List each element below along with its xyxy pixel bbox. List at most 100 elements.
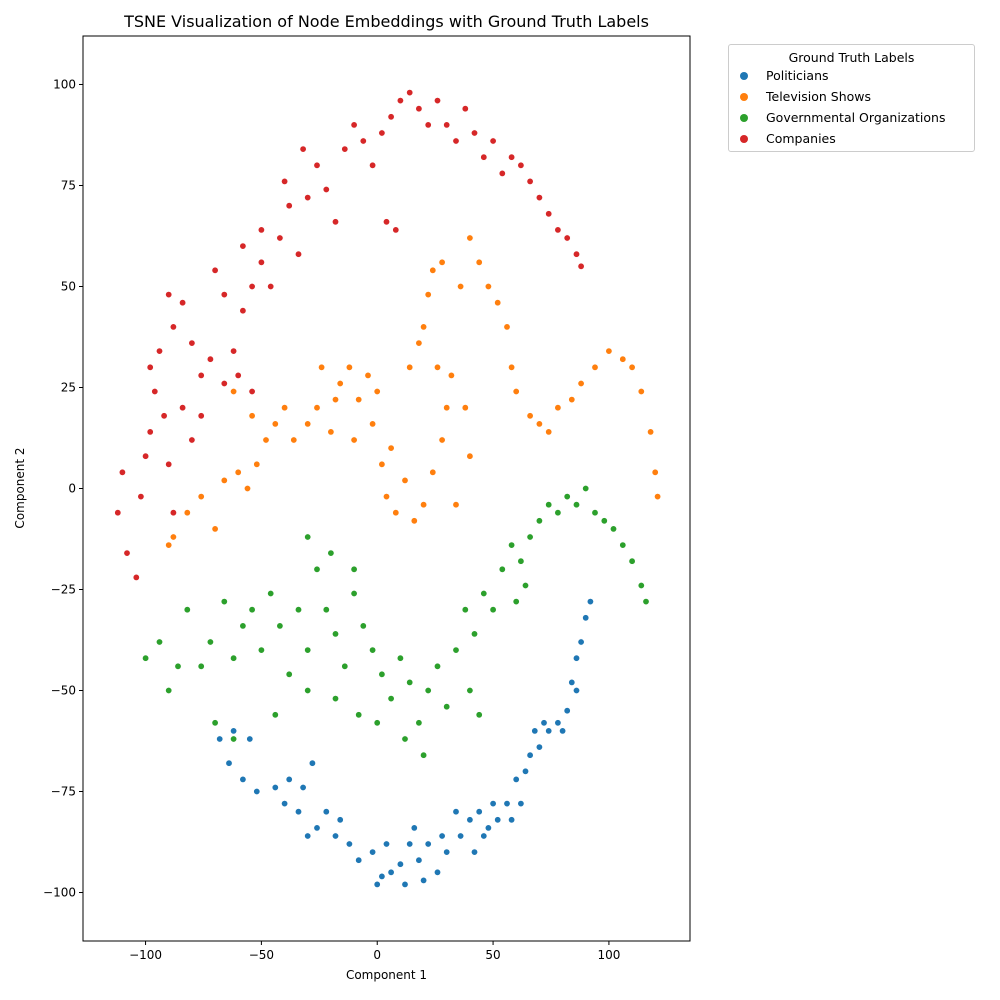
point-television-shows-54 xyxy=(647,428,655,436)
point-governmental-organizations-36 xyxy=(489,606,497,614)
point-companies-66 xyxy=(197,412,205,420)
point-companies-26 xyxy=(294,250,302,258)
point-politicians-41 xyxy=(294,808,302,816)
point-governmental-organizations-66 xyxy=(327,549,335,557)
point-governmental-organizations-48 xyxy=(600,517,608,525)
point-politicians-10 xyxy=(345,840,353,848)
point-politicians-5 xyxy=(285,775,293,783)
point-companies-71 xyxy=(392,226,400,234)
x-tick-label: −100 xyxy=(129,948,162,962)
point-governmental-organizations-38 xyxy=(508,541,516,549)
point-companies-59 xyxy=(220,291,228,299)
point-television-shows-3 xyxy=(211,525,219,533)
legend-item-politicians: Politicians xyxy=(740,65,974,86)
point-governmental-organizations-68 xyxy=(512,598,520,606)
point-politicians-44 xyxy=(373,880,381,888)
point-companies-15 xyxy=(188,339,196,347)
point-companies-0 xyxy=(114,509,122,517)
point-politicians-51 xyxy=(531,727,539,735)
point-politicians-34 xyxy=(568,678,576,686)
point-television-shows-48 xyxy=(577,379,585,387)
point-governmental-organizations-14 xyxy=(285,670,293,678)
point-politicians-8 xyxy=(322,808,330,816)
legend-label-politicians: Politicians xyxy=(766,68,829,83)
y-tick-label: 100 xyxy=(53,77,76,91)
point-companies-55 xyxy=(563,234,571,242)
point-governmental-organizations-19 xyxy=(331,630,339,638)
point-politicians-54 xyxy=(281,800,289,808)
point-governmental-organizations-46 xyxy=(582,484,590,492)
point-politicians-11 xyxy=(355,856,363,864)
point-television-shows-34 xyxy=(438,258,446,266)
point-television-shows-9 xyxy=(271,420,279,428)
point-companies-38 xyxy=(406,89,414,97)
point-politicians-47 xyxy=(452,808,460,816)
point-governmental-organizations-26 xyxy=(396,654,404,662)
point-politicians-49 xyxy=(489,800,497,808)
point-politicians-42 xyxy=(313,824,321,832)
point-politicians-53 xyxy=(572,686,580,694)
point-politicians-13 xyxy=(378,872,386,880)
point-governmental-organizations-34 xyxy=(470,630,478,638)
point-governmental-organizations-41 xyxy=(535,517,543,525)
x-tick-label: 50 xyxy=(485,948,500,962)
point-television-shows-29 xyxy=(447,371,455,379)
axes-layer: −100 −50 0 50 100 −100 −75 −50 −25 0 25 50 75 100 xyxy=(43,35,691,962)
point-television-shows-44 xyxy=(535,420,543,428)
point-television-shows-42 xyxy=(512,387,520,395)
point-governmental-organizations-50 xyxy=(619,541,627,549)
point-companies-68 xyxy=(234,371,242,379)
point-television-shows-5 xyxy=(234,468,242,476)
point-politicians-27 xyxy=(512,775,520,783)
point-governmental-organizations-20 xyxy=(341,662,349,670)
point-companies-57 xyxy=(577,262,585,270)
point-governmental-organizations-49 xyxy=(609,525,617,533)
point-companies-46 xyxy=(480,153,488,161)
point-television-shows-32 xyxy=(424,291,432,299)
x-tick-label: 0 xyxy=(373,948,381,962)
point-governmental-organizations-16 xyxy=(304,646,312,654)
point-companies-19 xyxy=(230,347,238,355)
point-companies-54 xyxy=(554,226,562,234)
point-companies-25 xyxy=(285,202,293,210)
point-television-shows-27 xyxy=(438,436,446,444)
point-politicians-29 xyxy=(526,751,534,759)
point-companies-10 xyxy=(169,509,177,517)
point-companies-42 xyxy=(443,121,451,129)
legend-label-television-shows: Television Shows xyxy=(766,89,872,104)
point-companies-1 xyxy=(118,468,126,476)
point-governmental-organizations-54 xyxy=(211,719,219,727)
point-companies-61 xyxy=(257,226,265,234)
point-companies-50 xyxy=(517,161,525,169)
point-companies-67 xyxy=(165,291,173,299)
point-governmental-organizations-62 xyxy=(420,751,428,759)
point-television-shows-56 xyxy=(654,493,662,501)
point-politicians-25 xyxy=(494,816,502,824)
point-companies-39 xyxy=(415,105,423,113)
point-television-shows-28 xyxy=(443,404,451,412)
legend: Ground Truth Labels Politicians Televisi… xyxy=(728,44,975,152)
point-politicians-18 xyxy=(424,840,432,848)
point-television-shows-68 xyxy=(248,412,256,420)
legend-item-television-shows: Television Shows xyxy=(740,86,974,107)
point-governmental-organizations-47 xyxy=(591,509,599,517)
point-governmental-organizations-23 xyxy=(369,646,377,654)
point-television-shows-57 xyxy=(406,363,414,371)
point-companies-16 xyxy=(197,371,205,379)
point-companies-2 xyxy=(123,549,131,557)
y-tick-label: 0 xyxy=(68,482,76,496)
legend-label-companies: Companies xyxy=(766,131,836,146)
point-television-shows-13 xyxy=(313,404,321,412)
point-television-shows-31 xyxy=(420,323,428,331)
legend-marker-television-shows xyxy=(740,92,748,101)
point-governmental-organizations-9 xyxy=(239,622,247,630)
point-television-shows-11 xyxy=(290,436,298,444)
point-governmental-organizations-7 xyxy=(220,598,228,606)
point-politicians-43 xyxy=(331,832,339,840)
point-companies-58 xyxy=(211,266,219,274)
point-companies-20 xyxy=(239,307,247,315)
point-governmental-organizations-63 xyxy=(466,686,474,694)
point-companies-41 xyxy=(433,97,441,105)
point-companies-30 xyxy=(331,218,339,226)
point-governmental-organizations-0 xyxy=(142,654,150,662)
